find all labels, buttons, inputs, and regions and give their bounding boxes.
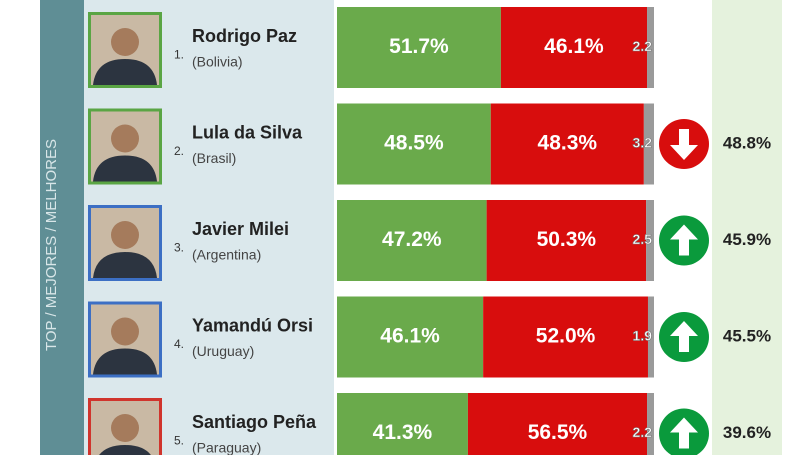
bar-segment [337, 296, 484, 378]
portrait-body [93, 155, 157, 182]
leader-name: Lula da Silva [192, 122, 303, 142]
bar-segment [490, 103, 644, 185]
portrait-head [111, 124, 139, 153]
portrait-head [111, 317, 139, 346]
portrait-body [99, 445, 151, 455]
side-panel [40, 0, 84, 455]
bar-segment [500, 7, 648, 88]
portrait-head [111, 28, 139, 56]
value-label: 51.7% [389, 35, 449, 58]
trend-arrow-shape [670, 321, 698, 352]
country: (Bolivia) [192, 54, 243, 70]
portrait-head [111, 414, 139, 442]
bar-segment [486, 200, 647, 281]
trend-arrow [659, 312, 709, 362]
trend-arrow [659, 215, 709, 266]
rank: 4. [174, 337, 184, 351]
portrait-head [111, 221, 139, 249]
value-label: 47.2% [382, 228, 442, 251]
portrait-body [93, 59, 157, 85]
bar-segment [643, 103, 654, 185]
previous-value: 39.6% [723, 423, 771, 442]
country: (Uruguay) [192, 343, 254, 359]
rank: 5. [174, 434, 184, 448]
value-label: 48.5% [384, 132, 444, 155]
value-label: 46.1% [380, 325, 440, 348]
bar-segment [337, 103, 491, 185]
bar-segment [467, 393, 648, 455]
portrait-body [93, 252, 157, 278]
leader-name: Yamandú Orsi [192, 315, 313, 335]
leader-name: Santiago Peña [192, 412, 317, 432]
value-label: 46.1% [544, 35, 604, 58]
previous-value: 45.5% [723, 326, 771, 345]
bar-segment [337, 7, 501, 88]
value-label: 50.3% [537, 228, 597, 251]
trend-arrow-shape [670, 224, 698, 256]
bar-segment [483, 296, 648, 378]
rank: 1. [174, 48, 184, 62]
undecided-label: 3.2 [633, 135, 653, 151]
undecided-label: 2.2 [633, 38, 653, 54]
bar-segment [337, 393, 468, 455]
previous-value: 45.9% [723, 230, 771, 249]
bar-segment [646, 200, 654, 281]
value-label: 41.3% [373, 421, 433, 444]
undecided-label: 1.9 [633, 328, 653, 344]
trend-arrow-shape [670, 417, 698, 449]
undecided-label: 2.5 [633, 231, 653, 247]
side-label: TOP / MEJORES / MELHORES [43, 139, 60, 351]
leader-name: Rodrigo Paz [192, 26, 297, 46]
bar-segment [647, 7, 654, 88]
value-label: 52.0% [536, 325, 596, 348]
bar-segment [337, 200, 487, 281]
value-label: 56.5% [528, 421, 588, 444]
portrait-body [93, 348, 157, 375]
country: (Paraguay) [192, 440, 261, 455]
trend-arrow-shape [670, 129, 698, 160]
previous-value: 48.8% [723, 133, 771, 152]
leader-name: Javier Milei [192, 219, 289, 239]
rank: 2. [174, 144, 184, 158]
bar-segment [647, 393, 654, 455]
country: (Brasil) [192, 150, 236, 166]
trend-arrow [659, 119, 709, 169]
previous-panel [712, 0, 782, 455]
undecided-label: 2.2 [633, 424, 653, 440]
country: (Argentina) [192, 247, 261, 263]
rank: 3. [174, 241, 184, 255]
value-label: 48.3% [538, 132, 598, 155]
trend-arrow [659, 408, 709, 455]
bar-segment [647, 296, 654, 378]
